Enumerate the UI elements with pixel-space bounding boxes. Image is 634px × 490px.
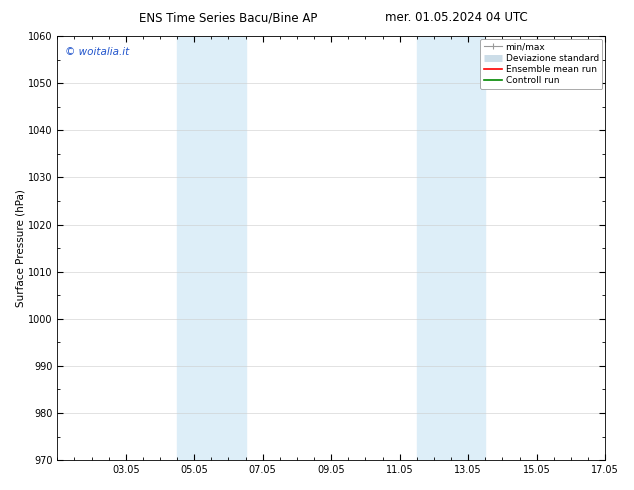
Text: ENS Time Series Bacu/Bine AP: ENS Time Series Bacu/Bine AP bbox=[139, 11, 318, 24]
Text: mer. 01.05.2024 04 UTC: mer. 01.05.2024 04 UTC bbox=[385, 11, 528, 24]
Legend: min/max, Deviazione standard, Ensemble mean run, Controll run: min/max, Deviazione standard, Ensemble m… bbox=[481, 39, 602, 89]
Bar bbox=[417, 36, 485, 460]
Y-axis label: Surface Pressure (hPa): Surface Pressure (hPa) bbox=[15, 189, 25, 307]
Bar bbox=[177, 36, 245, 460]
Text: © woitalia.it: © woitalia.it bbox=[65, 47, 130, 57]
